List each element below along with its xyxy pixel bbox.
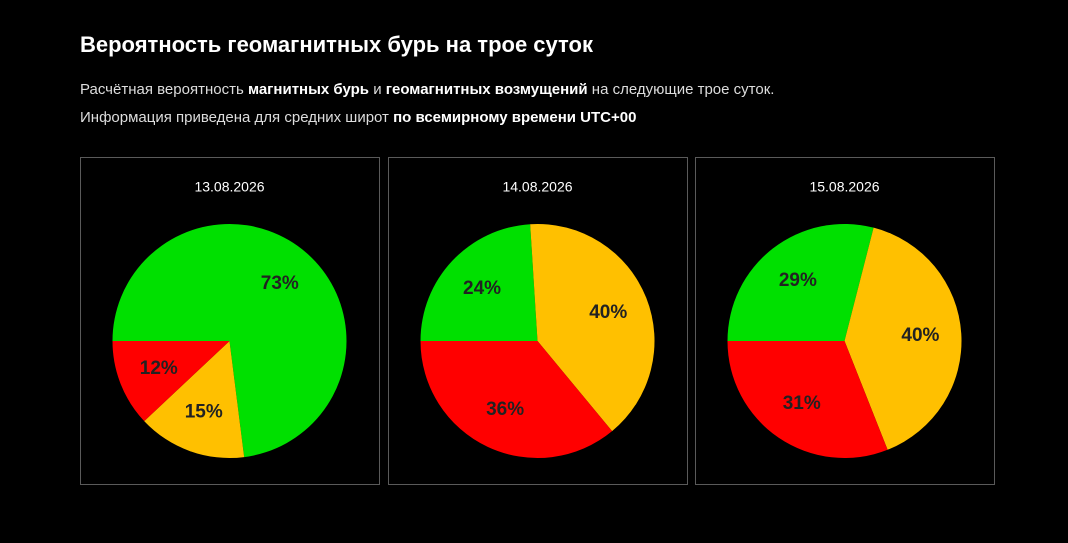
data-label: 36% — [486, 399, 524, 420]
text-bold: магнитных бурь — [247, 81, 370, 98]
text: Расчётная вероятность — [80, 81, 248, 98]
header: Вероятность геомагнитных бурь на трое су… — [80, 32, 774, 132]
chart-title: 15.08.2026 — [809, 179, 879, 195]
pie-slice — [420, 341, 613, 459]
intro-line: Информация приведена для средних широт п… — [80, 104, 774, 132]
data-label: 29% — [779, 270, 817, 291]
pie-slice — [112, 341, 230, 422]
pie-slice — [112, 224, 347, 458]
text: и — [369, 81, 386, 98]
pie-slice — [144, 341, 245, 458]
pie-slice — [530, 223, 655, 432]
data-label: 73% — [261, 273, 299, 294]
text-bold: геомагнитных возмущений — [385, 81, 588, 98]
data-label: 15% — [185, 402, 223, 423]
intro-line: Расчётная вероятность магнитных бурь и г… — [80, 76, 774, 104]
page-title: Вероятность геомагнитных бурь на трое су… — [80, 32, 593, 57]
text-bold: по всемирному времени UTC+00 — [393, 109, 637, 126]
pie-slice — [420, 224, 538, 341]
pie-slice — [727, 341, 888, 458]
data-label: 40% — [901, 325, 939, 346]
pie-slice — [727, 223, 874, 341]
chart-title: 14.08.2026 — [502, 179, 572, 195]
data-label: 31% — [783, 393, 821, 414]
data-label: 12% — [140, 358, 178, 379]
text: Информация приведена для средних широт — [80, 109, 394, 126]
data-label: 40% — [589, 302, 627, 323]
pie-slice — [844, 227, 962, 450]
data-label: 24% — [463, 278, 501, 299]
text: на следующие трое суток. — [587, 81, 775, 98]
chart-title: 13.08.2026 — [194, 179, 264, 195]
